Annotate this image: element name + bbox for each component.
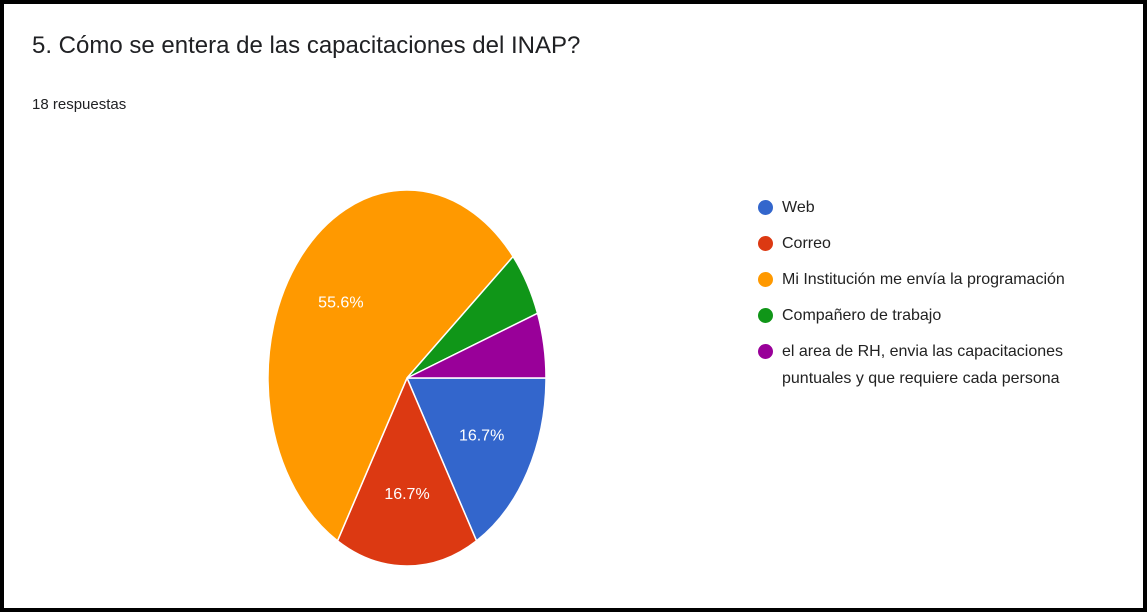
slice-label: 16.7% xyxy=(459,427,504,444)
pie-slice xyxy=(267,189,515,543)
slice-label: 16.7% xyxy=(384,486,429,503)
legend-item: el area de RH, envia las capacitaciones … xyxy=(752,338,1122,392)
legend-label: Mi Institución me envía la programación xyxy=(782,271,1065,288)
legend-label: Compañero de trabajo xyxy=(782,307,942,324)
legend: Web Correo Mi Institución me envía la prog… xyxy=(752,194,1122,401)
legend-swatch xyxy=(758,308,773,323)
pie-slice xyxy=(406,312,547,379)
chart-subtitle: 18 respuestas xyxy=(32,96,127,113)
legend-swatch xyxy=(758,236,773,251)
pie-slice xyxy=(405,377,547,543)
slice-label: 55.6% xyxy=(318,294,363,311)
pie: 16.7% 16.7% 55.6% xyxy=(267,189,547,567)
legend-item: Compañero de trabajo xyxy=(752,302,1122,329)
legend-item: Mi Institución me envía la programación xyxy=(752,266,1122,293)
legend-swatch xyxy=(758,344,773,359)
legend-item: Correo xyxy=(752,230,1122,257)
legend-label: el area de RH, envia las capacitaciones … xyxy=(782,343,1064,387)
chart-title: 5. Cómo se entera de las capacitaciones … xyxy=(32,32,581,59)
legend-swatch xyxy=(758,200,773,215)
legend-label: Web xyxy=(782,199,815,216)
legend-label: Correo xyxy=(782,235,831,252)
legend-item: Web xyxy=(752,194,1122,221)
legend-swatch xyxy=(758,272,773,287)
pie-slice xyxy=(336,376,478,567)
